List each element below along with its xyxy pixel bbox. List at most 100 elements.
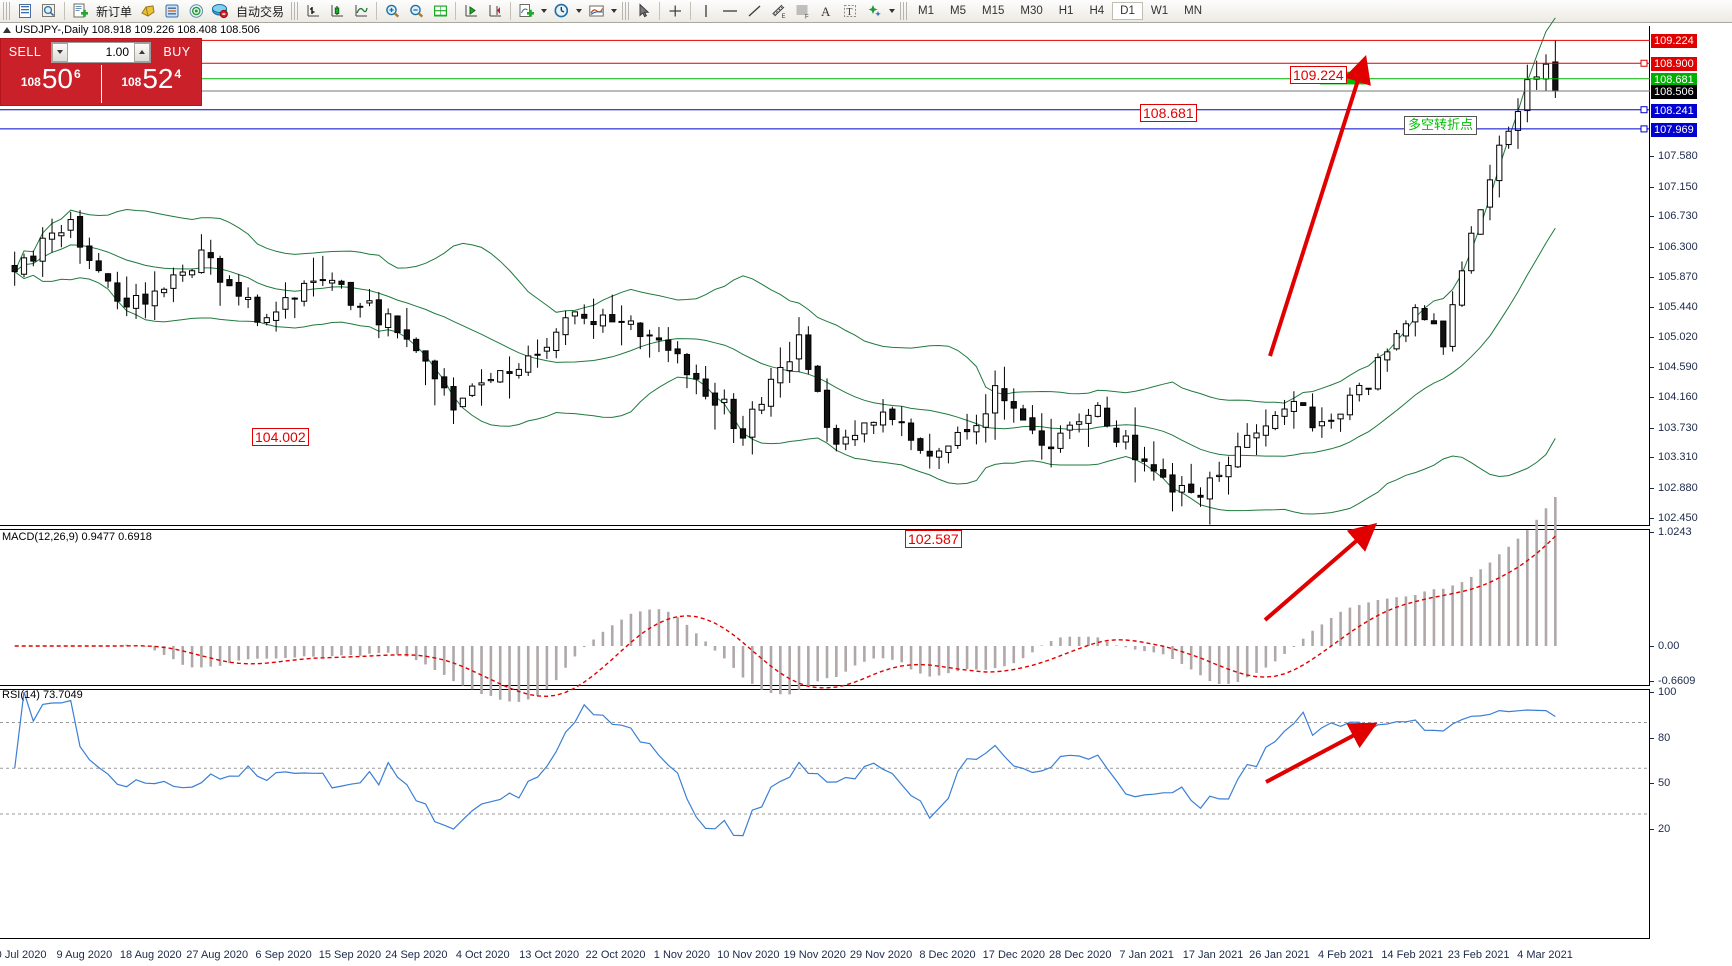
rsi-indicator-label: RSI(14) 73.7049 — [2, 689, 83, 701]
trend-arrow-rsi[interactable] — [1265, 722, 1378, 784]
candle-body — [721, 398, 728, 404]
cursor-icon[interactable] — [632, 1, 656, 21]
candlestick-series[interactable] — [11, 40, 1559, 525]
text-label-icon[interactable]: T — [838, 1, 862, 21]
timeframe-d1[interactable]: D1 — [1112, 2, 1143, 20]
candle-body — [1169, 474, 1176, 493]
line-handle[interactable] — [1640, 59, 1648, 67]
trend-arrow-macd[interactable] — [1263, 522, 1378, 622]
annotation-mid-price[interactable]: 104.002 — [252, 428, 309, 446]
price-axis[interactable]: 109.224 108.900 108.681 108.506 108.241 107.9… — [1649, 26, 1732, 939]
buy-price-quote[interactable]: 108 52 4 — [102, 65, 202, 103]
price-label-108-241[interactable]: 108.241 — [1651, 103, 1697, 118]
trend-arrow-main[interactable] — [1268, 54, 1371, 357]
annotation-low-price[interactable]: 102.587 — [905, 530, 962, 548]
candle-body — [1477, 209, 1484, 235]
symbols-search-icon[interactable] — [37, 1, 61, 21]
price-label-107-969[interactable]: 107.969 — [1651, 122, 1697, 137]
equidistant-channel-icon[interactable]: E — [766, 1, 790, 21]
line-chart-icon[interactable] — [349, 1, 373, 21]
time-axis[interactable]: 30 Jul 2020 9 Aug 2020 18 Aug 2020 27 Aug 2… — [0, 938, 1650, 966]
macd-chart-canvas[interactable] — [0, 496, 1650, 702]
volume-stepper[interactable]: 1.00 — [51, 41, 151, 63]
sell-button[interactable]: SELL — [8, 45, 42, 59]
volume-value[interactable]: 1.00 — [105, 45, 129, 59]
toolbar-separator-3 — [376, 2, 378, 20]
timeframe-h1[interactable]: H1 — [1058, 5, 1074, 17]
toolbar-grip[interactable] — [3, 2, 10, 20]
price-chart-canvas[interactable] — [0, 17, 1650, 525]
candle-body — [375, 299, 382, 326]
add-indicator-icon[interactable] — [514, 1, 538, 21]
timeframe-m15[interactable]: M15 — [982, 5, 1005, 17]
chart-area[interactable]: 109.224 108.900 108.681 108.506 108.241 107.9… — [0, 17, 1732, 966]
annotation-turning-point-note[interactable]: 多空转折点 — [1404, 116, 1478, 135]
candle-body — [441, 376, 448, 389]
timeframe-w1[interactable]: W1 — [1150, 5, 1169, 17]
axis-tick-104-590: 104.590 — [1658, 361, 1698, 374]
indicators-icon[interactable] — [136, 1, 160, 21]
shift-chart-icon[interactable] — [459, 1, 483, 21]
toolbar-grip-4[interactable] — [900, 2, 908, 20]
templates-dropdown-icon[interactable] — [608, 1, 619, 21]
candle-body — [1290, 400, 1297, 412]
annotation-high-price[interactable]: 109.224 — [1290, 66, 1347, 84]
new-chart-icon[interactable] — [13, 1, 37, 21]
candle-body — [123, 297, 130, 308]
volume-decrease-icon[interactable] — [52, 42, 68, 62]
text-icon[interactable]: A — [814, 1, 838, 21]
buy-button[interactable]: BUY — [163, 45, 191, 59]
time-axis-tick: 1 Nov 2020 — [653, 949, 711, 961]
new-order-label[interactable]: 新订单 — [96, 4, 133, 19]
candle-body — [459, 397, 466, 408]
sell-price-quote[interactable]: 108 50 6 — [1, 65, 102, 103]
zoom-out-icon[interactable] — [404, 1, 428, 21]
periods-clock-icon[interactable] — [549, 1, 573, 21]
volume-increase-icon[interactable] — [134, 42, 150, 62]
crosshair-icon[interactable] — [663, 1, 687, 21]
axis-tickmark — [1650, 397, 1654, 399]
price-label-108-506[interactable]: 108.506 — [1651, 85, 1697, 100]
axis-tickmark — [1650, 336, 1654, 338]
timeframe-h4[interactable]: H4 — [1089, 5, 1105, 17]
vertical-line-icon[interactable] — [694, 1, 718, 21]
data-window-icon[interactable] — [428, 1, 452, 21]
trendline-icon[interactable] — [742, 1, 766, 21]
timeframe-m30[interactable]: M30 — [1020, 5, 1043, 17]
main-toolbar: 新订单 自动交易 — [0, 0, 1732, 23]
timeframe-m1[interactable]: M1 — [918, 5, 935, 17]
new-order-icon[interactable] — [68, 1, 92, 21]
fibonacci-icon[interactable]: F — [790, 1, 814, 21]
bar-chart-icon[interactable] — [301, 1, 325, 21]
candle-body — [1216, 474, 1223, 478]
price-label-109-224[interactable]: 109.224 — [1651, 34, 1697, 49]
timeframe-m5[interactable]: M5 — [950, 5, 966, 17]
chart-collapse-icon[interactable] — [3, 27, 11, 33]
periods-dropdown-icon[interactable] — [573, 1, 584, 21]
rsi-chart-canvas[interactable] — [0, 688, 1650, 938]
navigator-icon[interactable] — [184, 1, 208, 21]
line-handle[interactable] — [1640, 125, 1648, 133]
toolbar-grip-2[interactable] — [291, 2, 299, 20]
autotrading-label[interactable]: 自动交易 — [236, 4, 285, 19]
candlestick-chart-icon[interactable] — [325, 1, 349, 21]
price-label-108-900[interactable]: 108.900 — [1651, 57, 1697, 72]
line-handle[interactable] — [1640, 106, 1648, 114]
zoom-in-icon[interactable] — [380, 1, 404, 21]
arrows-shapes-icon[interactable] — [862, 1, 886, 21]
price-label-108-681[interactable]: 108.681 — [1651, 72, 1697, 87]
one-click-trading-panel[interactable]: SELL 1.00 BUY 108 50 6 108 52 4 — [0, 38, 202, 106]
annotation-resistance-price[interactable]: 108.681 — [1140, 104, 1197, 122]
toolbar-separator-4 — [455, 2, 457, 20]
templates-icon[interactable] — [584, 1, 608, 21]
market-watch-icon[interactable] — [160, 1, 184, 21]
auto-scroll-icon[interactable] — [483, 1, 507, 21]
add-indicator-dropdown-icon[interactable] — [538, 1, 549, 21]
shapes-dropdown-icon[interactable] — [886, 1, 897, 21]
candle-body — [1048, 446, 1055, 450]
timeframe-mn[interactable]: MN — [1184, 5, 1202, 17]
horizontal-line-icon[interactable] — [718, 1, 742, 21]
toolbar-grip-3[interactable] — [622, 2, 630, 20]
autotrading-icon[interactable] — [208, 1, 232, 21]
candle-body — [926, 450, 933, 457]
